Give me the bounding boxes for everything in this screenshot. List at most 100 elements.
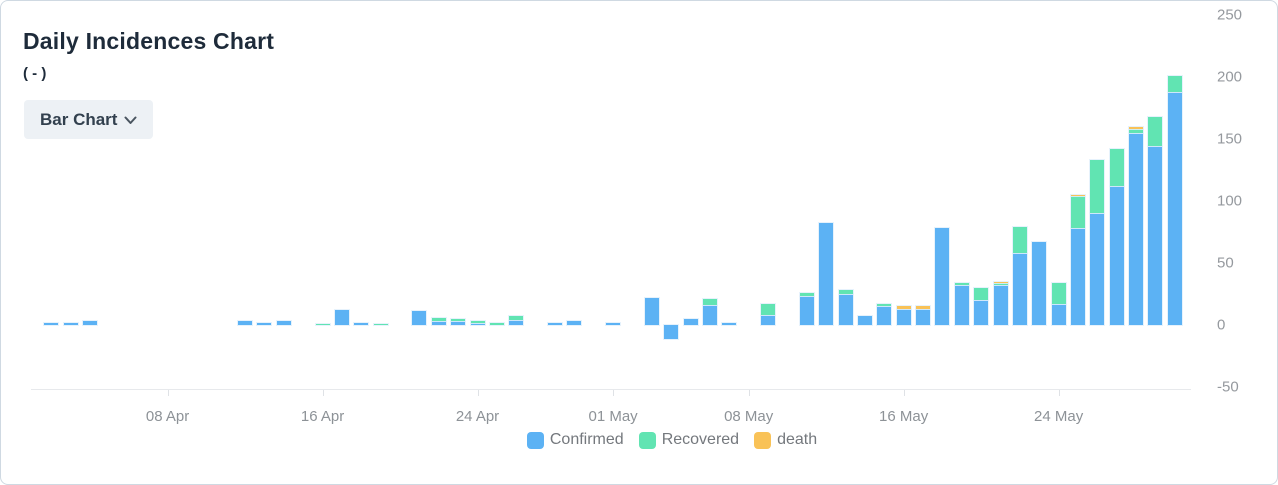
bar-confirmed[interactable]	[1167, 91, 1182, 325]
bar-recovered[interactable]	[1070, 196, 1085, 229]
bar-confirmed[interactable]	[238, 321, 253, 325]
bar-recovered[interactable]	[315, 323, 330, 325]
bar-confirmed[interactable]	[993, 285, 1008, 325]
bar-confirmed[interactable]	[509, 320, 524, 325]
bar-confirmed[interactable]	[431, 321, 446, 325]
x-axis-tick	[613, 390, 615, 396]
bar-confirmed[interactable]	[334, 310, 349, 325]
legend-item-recovered[interactable]: Recovered	[638, 431, 739, 449]
bar-confirmed[interactable]	[451, 321, 466, 325]
bar-confirmed[interactable]	[547, 322, 562, 325]
bar-confirmed[interactable]	[1032, 241, 1047, 325]
legend-label-death: death	[777, 431, 818, 448]
bar-confirmed[interactable]	[799, 296, 814, 325]
bar-recovered[interactable]	[838, 290, 853, 294]
x-axis-tick	[1058, 390, 1060, 396]
legend-swatch-recovered	[638, 431, 656, 449]
y-axis-label: 100	[1217, 192, 1243, 210]
bar-recovered[interactable]	[799, 292, 814, 297]
bar-confirmed[interactable]	[916, 308, 931, 325]
bar-recovered[interactable]	[702, 298, 717, 306]
bar-confirmed[interactable]	[683, 318, 698, 325]
bar-confirmed[interactable]	[1148, 146, 1163, 325]
bar-death[interactable]	[993, 281, 1008, 283]
bar-confirmed[interactable]	[1129, 132, 1144, 325]
x-axis-label: 08 May	[724, 408, 774, 425]
bar-confirmed[interactable]	[276, 321, 291, 325]
bar-confirmed[interactable]	[722, 322, 737, 325]
bar-confirmed[interactable]	[857, 316, 872, 325]
chart-type-dropdown-label: Bar Chart	[40, 109, 118, 129]
x-axis-tick	[903, 390, 905, 396]
x-axis-label: 16 Apr	[300, 408, 345, 425]
bar-recovered[interactable]	[1051, 282, 1066, 304]
bar-confirmed[interactable]	[702, 305, 717, 325]
bar-confirmed[interactable]	[664, 325, 679, 339]
bar-confirmed[interactable]	[644, 297, 659, 325]
y-axis-label: 50	[1217, 254, 1234, 272]
bar-recovered[interactable]	[470, 321, 485, 323]
bar-confirmed[interactable]	[44, 322, 59, 325]
bar-recovered[interactable]	[1109, 148, 1124, 187]
bar-recovered[interactable]	[877, 303, 892, 307]
bar-confirmed[interactable]	[257, 322, 272, 325]
chart-title: Daily Incidences Chart	[23, 28, 275, 54]
bar-confirmed[interactable]	[1090, 213, 1105, 325]
bar-confirmed[interactable]	[567, 321, 582, 325]
bar-confirmed[interactable]	[83, 321, 98, 325]
bar-recovered[interactable]	[1167, 75, 1182, 92]
bar-confirmed[interactable]	[1051, 303, 1066, 325]
bar-death[interactable]	[1129, 126, 1144, 130]
legend-item-confirmed[interactable]: Confirmed	[526, 431, 624, 449]
bar-recovered[interactable]	[451, 318, 466, 322]
bar-confirmed[interactable]	[63, 322, 78, 325]
legend-swatch-death	[754, 431, 772, 449]
x-axis-label: 24 Apr	[455, 408, 500, 425]
bar-confirmed[interactable]	[761, 315, 776, 325]
bar-confirmed[interactable]	[1012, 253, 1027, 325]
x-axis-line	[31, 389, 1191, 390]
bar-confirmed[interactable]	[354, 322, 369, 325]
x-axis-label: 08 Apr	[145, 408, 190, 425]
bar-confirmed[interactable]	[896, 308, 911, 325]
bar-recovered[interactable]	[954, 282, 969, 286]
chart-subtitle: ( - )	[23, 65, 47, 82]
chart-legend: Confirmed Recovered death	[1, 431, 1277, 449]
bar-confirmed[interactable]	[877, 306, 892, 325]
bar-confirmed[interactable]	[838, 294, 853, 325]
bar-recovered[interactable]	[373, 323, 388, 325]
bar-recovered[interactable]	[509, 316, 524, 321]
x-axis-label: 16 May	[879, 408, 929, 425]
bar-confirmed[interactable]	[819, 223, 834, 325]
bar-confirmed[interactable]	[412, 311, 427, 325]
legend-label-confirmed: Confirmed	[549, 431, 624, 448]
bar-confirmed[interactable]	[954, 285, 969, 325]
bar-recovered[interactable]	[431, 317, 446, 322]
bar-recovered[interactable]	[1129, 129, 1144, 133]
bar-recovered[interactable]	[1148, 116, 1163, 147]
legend-item-death[interactable]: death	[754, 431, 817, 449]
bar-death[interactable]	[1070, 194, 1085, 197]
legend-swatch-confirmed	[526, 431, 544, 449]
bar-confirmed[interactable]	[1109, 186, 1124, 325]
chart-type-dropdown[interactable]: Bar Chart	[24, 100, 154, 139]
bar-confirmed[interactable]	[470, 322, 485, 325]
bar-recovered[interactable]	[1012, 227, 1027, 254]
bar-confirmed[interactable]	[935, 228, 950, 325]
bar-recovered[interactable]	[761, 303, 776, 316]
bar-recovered[interactable]	[489, 322, 504, 325]
chevron-down-icon	[124, 114, 137, 125]
y-axis-label: 200	[1217, 68, 1243, 86]
bar-death[interactable]	[896, 306, 911, 309]
bar-confirmed[interactable]	[974, 300, 989, 325]
bar-death[interactable]	[916, 306, 931, 309]
y-axis-label: 150	[1217, 130, 1243, 148]
bar-confirmed[interactable]	[606, 322, 621, 325]
bar-recovered[interactable]	[1090, 160, 1105, 214]
bar-confirmed[interactable]	[1070, 228, 1085, 325]
y-axis-label: 250	[1217, 6, 1243, 24]
bar-recovered[interactable]	[974, 287, 989, 301]
bar-recovered[interactable]	[993, 282, 1008, 286]
